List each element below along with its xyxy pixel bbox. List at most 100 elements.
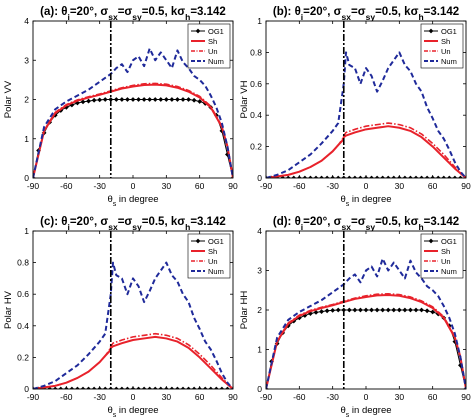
- series-line-Un: [33, 82, 233, 178]
- point-OG1: [191, 386, 197, 389]
- y-axis-label: Polar VH: [239, 80, 250, 118]
- point-OG1: [125, 97, 130, 102]
- y-tick-label: 0.6: [17, 289, 29, 299]
- point-OG1: [69, 386, 75, 389]
- point-OG1: [346, 175, 352, 178]
- point-OG1: [435, 175, 441, 178]
- legend-label-Un: Un: [441, 47, 451, 56]
- y-tick-label: 2: [257, 305, 262, 315]
- y-tick-label: 1: [24, 226, 29, 236]
- point-OG1: [130, 97, 136, 102]
- point-OG1: [391, 307, 397, 313]
- point-OG1: [308, 311, 313, 316]
- point-OG1: [313, 175, 319, 178]
- point-OG1: [169, 97, 175, 102]
- x-tick-label: -60: [60, 181, 73, 191]
- axes-frame: [32, 20, 234, 179]
- chart-title: (d): θi=20°, σsx=σsy=0.5, kσh=3.142: [273, 216, 459, 232]
- point-OG1: [119, 386, 125, 389]
- legend-label-Un: Un: [441, 257, 451, 266]
- point-OG1: [102, 97, 108, 102]
- x-axis-label: θs in degree: [340, 194, 391, 208]
- point-OG1: [152, 97, 158, 102]
- series-line-OG1: [33, 99, 233, 178]
- x-tick-label: -90: [260, 181, 273, 191]
- point-OG1: [302, 175, 308, 178]
- point-OG1: [296, 175, 302, 178]
- point-OG1: [175, 97, 180, 102]
- x-tick-label: 0: [364, 392, 369, 402]
- point-OG1: [380, 175, 386, 178]
- point-OG1: [141, 97, 147, 102]
- point-OG1: [136, 386, 141, 389]
- point-OG1: [324, 308, 330, 314]
- point-OG1: [75, 386, 80, 389]
- point-OG1: [180, 386, 186, 389]
- axes-frame: [265, 20, 467, 179]
- point-OG1: [396, 175, 402, 178]
- x-tick-label: 0: [364, 181, 369, 191]
- point-OG1: [385, 307, 391, 313]
- legend-label-Sh: Sh: [208, 247, 217, 256]
- point-OG1: [352, 175, 358, 178]
- axes-frame: [32, 230, 234, 390]
- point-OG1: [408, 175, 413, 178]
- x-tick-label: 90: [228, 181, 238, 191]
- point-OG1: [136, 97, 141, 102]
- legend-label-Un: Un: [208, 257, 218, 266]
- legend-marker-OG1: [428, 28, 434, 34]
- legend-marker-OG1: [428, 238, 434, 244]
- point-OG1: [180, 97, 186, 102]
- series-line-Num: [33, 261, 233, 389]
- series-line-Sh: [33, 335, 233, 389]
- point-OG1: [197, 386, 203, 389]
- point-OG1: [396, 307, 402, 313]
- point-OG1: [225, 386, 230, 389]
- point-OG1: [402, 175, 408, 178]
- point-OG1: [441, 175, 447, 178]
- point-OG1: [80, 386, 86, 389]
- series-line-Un: [266, 293, 466, 389]
- point-OG1: [80, 99, 86, 105]
- point-OG1: [380, 307, 386, 313]
- point-OG1: [330, 307, 336, 313]
- point-OG1: [319, 309, 324, 314]
- point-OG1: [52, 386, 58, 389]
- point-OG1: [152, 386, 158, 389]
- series-line-Sh: [266, 125, 466, 178]
- point-OG1: [91, 386, 97, 389]
- point-OG1: [186, 386, 191, 389]
- legend-label-Sh: Sh: [208, 37, 217, 46]
- point-OG1: [324, 175, 330, 178]
- point-OG1: [308, 175, 313, 178]
- point-OG1: [141, 386, 147, 389]
- point-OG1: [408, 307, 413, 313]
- y-tick-label: 2: [24, 95, 29, 105]
- point-OG1: [119, 97, 125, 102]
- point-OG1: [413, 175, 419, 178]
- point-OG1: [125, 386, 130, 389]
- y-tick-label: 0.2: [17, 352, 29, 362]
- axes-frame: [265, 230, 467, 390]
- x-tick-label: 30: [162, 392, 172, 402]
- series-line-Num: [266, 51, 466, 178]
- point-OG1: [163, 386, 169, 389]
- y-tick-label: 0.4: [250, 110, 262, 120]
- point-OG1: [424, 175, 430, 178]
- plot-area: [266, 257, 466, 389]
- x-axis-label: θs in degree: [107, 194, 158, 208]
- x-tick-label: 90: [228, 392, 238, 402]
- y-tick-label: 4: [24, 16, 29, 26]
- point-OG1: [147, 386, 153, 389]
- point-OG1: [446, 175, 452, 178]
- point-OG1: [424, 308, 430, 314]
- point-OG1: [458, 175, 463, 178]
- point-OG1: [374, 307, 380, 313]
- point-OG1: [86, 386, 91, 389]
- legend-label-Num: Num: [441, 267, 457, 276]
- point-OG1: [369, 175, 374, 178]
- x-tick-label: -30: [327, 181, 340, 191]
